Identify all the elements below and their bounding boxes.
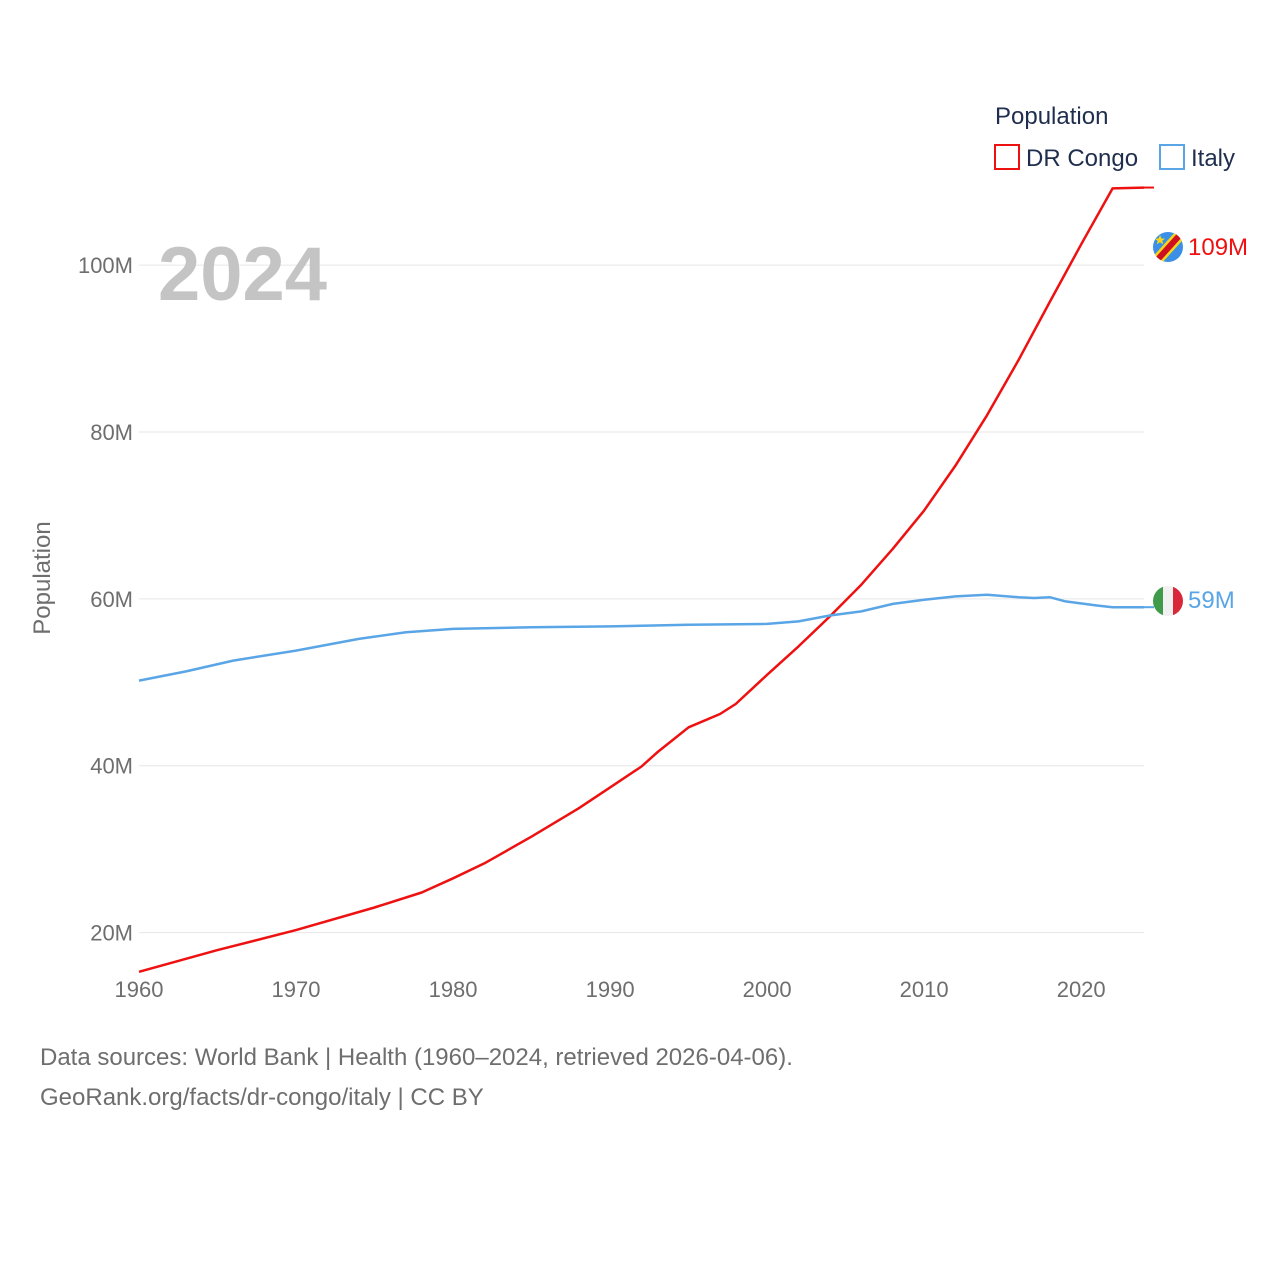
x-tick-label: 2010 <box>900 977 949 1002</box>
legend-title: Population <box>995 103 1108 130</box>
legend-swatch-congo[interactable] <box>994 144 1020 170</box>
series-line-italy[interactable] <box>138 593 1144 682</box>
x-tick-label: 1970 <box>272 977 321 1002</box>
source-line-2[interactable]: GeoRank.org/facts/dr-congo/italy | CC BY <box>40 1084 484 1111</box>
gridlines <box>139 264 1144 934</box>
series-lines <box>138 186 1154 974</box>
y-tick-label: 60M <box>90 587 133 612</box>
y-axis-ticks: 20M 40M 60M 80M 100M <box>78 253 133 945</box>
legend-swatch-italy[interactable] <box>1159 144 1185 170</box>
x-tick-label: 1980 <box>429 977 478 1002</box>
y-axis-label: Population <box>29 521 56 634</box>
x-tick-label: 1960 <box>115 977 164 1002</box>
legend-label-congo[interactable]: DR Congo <box>1026 145 1138 172</box>
y-tick-label: 40M <box>90 754 133 779</box>
x-axis-ticks: 1960 1970 1980 1990 2000 2010 2020 <box>115 977 1106 1002</box>
x-tick-label: 2020 <box>1057 977 1106 1002</box>
year-label: 2024 <box>158 232 327 317</box>
x-tick-label: 1990 <box>586 977 635 1002</box>
series-line-dr-congo[interactable] <box>138 186 1145 974</box>
x-tick-label: 2000 <box>743 977 792 1002</box>
source-line-1: Data sources: World Bank | Health (1960–… <box>40 1044 793 1071</box>
dr-congo-flag-icon <box>1153 232 1183 262</box>
end-label-congo: 109M <box>1188 234 1248 261</box>
legend: Population DR Congo Italy <box>994 103 1235 172</box>
y-tick-label: 20M <box>90 921 133 946</box>
y-tick-label: 100M <box>78 253 133 278</box>
legend-label-italy[interactable]: Italy <box>1191 145 1235 172</box>
y-tick-label: 80M <box>90 420 133 445</box>
end-label-italy: 59M <box>1188 587 1235 614</box>
italy-flag-icon <box>1153 586 1183 616</box>
